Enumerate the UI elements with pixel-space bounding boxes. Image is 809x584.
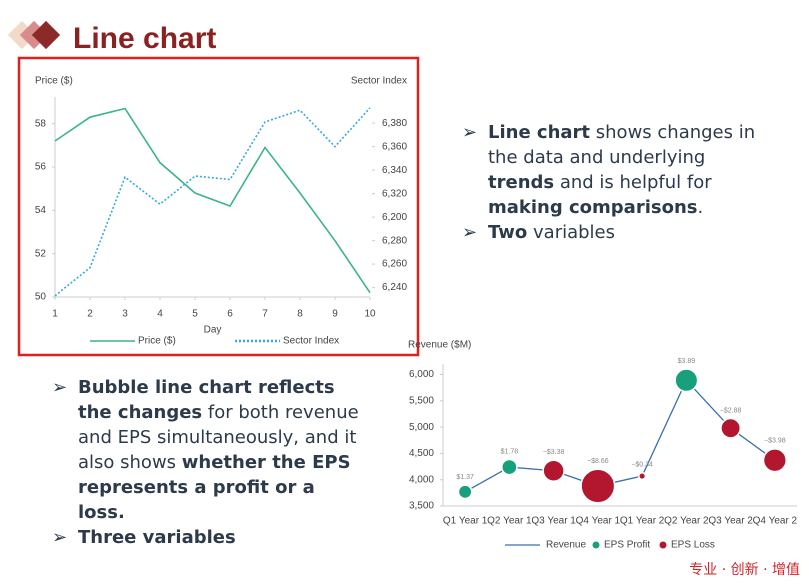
x-axis-label: Day	[204, 325, 222, 336]
x-tick-label: 2	[87, 309, 93, 320]
y-tick-label: 58	[35, 118, 47, 129]
data-label: $1.37	[456, 474, 474, 481]
bullet: Three variables	[52, 525, 362, 550]
data-label: −$2.88	[720, 407, 742, 414]
bubble	[580, 468, 616, 504]
x-tick-label: 5	[192, 309, 198, 320]
data-label: $1.78	[501, 448, 519, 455]
bullet-text: shows changes in the data and underlying	[488, 122, 756, 168]
x-tick-label: 8	[297, 309, 303, 320]
bubble	[720, 417, 742, 439]
bubble	[674, 368, 699, 393]
y2-tick-label: 6,240	[382, 282, 407, 293]
y2-tick-label: 6,340	[382, 165, 407, 176]
x-tick-label: Q2 Year 2	[664, 516, 709, 527]
x-tick-label: 3	[122, 309, 128, 320]
bullet-text: trends	[488, 172, 555, 193]
x-tick-label: 7	[262, 309, 268, 320]
bullet-text: making comparisons	[488, 197, 698, 218]
y-tick-label: 52	[35, 248, 47, 259]
x-tick-label: Q1 Year 1	[443, 516, 488, 527]
data-label: −$3.98	[764, 438, 786, 445]
bullet-text: whether the EPS represents a profit or a…	[78, 452, 351, 523]
slide-title: Line chart	[73, 22, 216, 55]
bullets: Bubble line chart reflects the changes f…	[52, 375, 362, 550]
bullet: Line chart shows changes in the data and…	[462, 120, 762, 220]
y-axis-label: Revenue ($M)	[408, 340, 471, 351]
y2-tick-label: 6,320	[382, 188, 407, 199]
bubble	[762, 448, 787, 473]
line-series	[54, 107, 371, 294]
x-tick-label: 6	[227, 309, 233, 320]
data-label: −$8.66	[587, 458, 609, 465]
bullet-text: variables	[527, 222, 616, 243]
x-tick-label: Q4 Year 1	[576, 516, 621, 527]
x-tick-label: Q3 Year 1	[531, 516, 576, 527]
highlight-box	[17, 56, 420, 357]
x-tick-label: Q3 Year 2	[708, 516, 753, 527]
x-tick-label: Q4 Year 2	[753, 516, 798, 527]
x-tick-label: 4	[157, 309, 163, 320]
y-tick-label: 50	[35, 292, 47, 303]
bullet: Bubble line chart reflects the changes f…	[52, 375, 362, 525]
icon	[31, 20, 61, 50]
y2-tick-label: 6,380	[382, 118, 407, 129]
x-tick-label: Q2 Year 1	[487, 516, 532, 527]
y-axis-label: Price ($)	[35, 76, 73, 87]
bullet-text: .	[697, 197, 704, 218]
bullets: Line chart shows changes in the data and…	[462, 120, 762, 245]
y-tick-label: 4,000	[409, 474, 434, 485]
x-tick-label: 9	[332, 309, 338, 320]
legend-label: EPS Loss	[671, 540, 715, 551]
bullet-text: Two	[488, 222, 528, 243]
legend-swatch	[592, 541, 600, 549]
bubble	[457, 484, 473, 500]
bullet-text: for both revenue and EPS simultaneously,…	[78, 402, 359, 473]
data-label: $3.89	[678, 358, 696, 365]
y2-axis-label: Sector Index	[351, 76, 407, 87]
footer: 专业 · 创新 · 增值	[689, 562, 800, 578]
x-tick-label: 10	[364, 309, 376, 320]
bubble	[542, 459, 565, 482]
data-label: −$3.38	[543, 449, 565, 456]
bullet-text: Three variables	[78, 527, 236, 548]
bubble	[501, 458, 518, 476]
y-tick-label: 6,000	[409, 369, 434, 380]
y2-tick-label: 6,280	[382, 235, 407, 246]
legend-label: Revenue	[546, 540, 586, 551]
y-tick-label: 5,000	[409, 422, 434, 433]
y-tick-label: 56	[35, 162, 47, 173]
legend-label: Sector Index	[283, 336, 339, 347]
x-tick-label: Q1 Year 2	[620, 516, 665, 527]
y-tick-label: 4,500	[409, 448, 434, 459]
y2-tick-label: 6,200	[382, 212, 407, 223]
data-label: −$0.34	[631, 462, 653, 469]
y2-tick-label: 6,260	[382, 259, 407, 270]
y-tick-label: 5,500	[409, 395, 434, 406]
y-tick-label: 54	[35, 205, 47, 216]
bubble	[638, 471, 647, 481]
legend-swatch	[659, 541, 667, 549]
bullet-text: Line chart	[488, 122, 591, 143]
y-tick-label: 3,500	[409, 501, 434, 512]
y2-tick-label: 6,360	[382, 141, 407, 152]
bullet: Two variables	[462, 220, 762, 245]
legend-label: Price ($)	[138, 336, 176, 347]
legend-label: EPS Profit	[604, 540, 650, 551]
bullet-text: and is helpful for	[554, 172, 712, 193]
x-tick-label: 1	[52, 309, 58, 320]
bullet-text: Bubble line chart reflects the changes	[78, 377, 335, 423]
line-series	[54, 107, 371, 297]
